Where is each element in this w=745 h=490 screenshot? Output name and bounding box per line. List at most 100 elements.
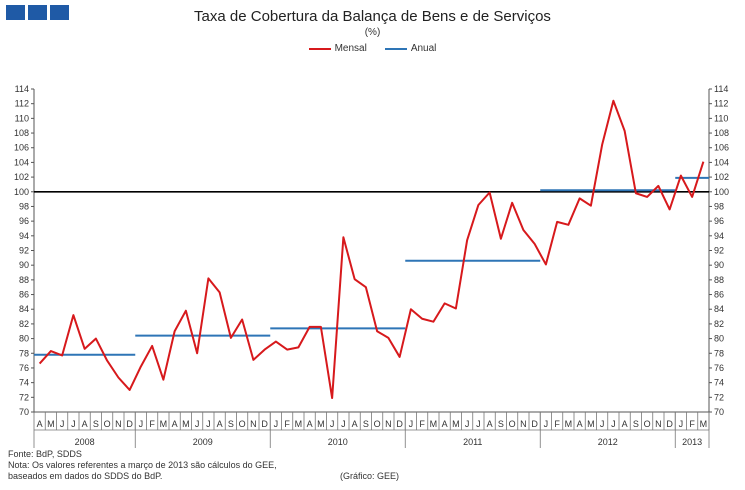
x-tick-label-month: O [509,419,516,429]
x-tick-label-month: O [104,419,111,429]
x-tick-label-month: S [228,419,234,429]
legend-swatch-anual [384,47,407,50]
x-tick-label-month: A [622,419,628,429]
y-tick-label-right: 102 [714,172,729,182]
x-tick-label-month: M [700,419,708,429]
logo-block [28,5,47,20]
y-tick-label-left: 84 [19,304,29,314]
x-tick-label-month: F [689,419,695,429]
x-tick-label-month: S [633,419,639,429]
x-tick-label-month: A [577,419,583,429]
y-tick-label-left: 82 [19,319,29,329]
y-tick-label-left: 96 [19,216,29,226]
x-tick-label-month: M [160,419,168,429]
x-tick-label-month: O [239,419,246,429]
x-tick-label-month: S [498,419,504,429]
x-tick-label-month: F [554,419,560,429]
legend-label-anual: Anual [410,43,437,54]
x-tick-label-month: J [544,419,549,429]
x-tick-label-month: N [385,419,392,429]
y-tick-label-right: 98 [714,201,724,211]
y-tick-label-right: 108 [714,128,729,138]
y-tick-label-left: 108 [14,128,29,138]
x-tick-label-month: A [442,419,448,429]
x-tick-label-month: J [71,419,76,429]
legend-item-anual: Anual [384,43,437,54]
x-tick-label-month: N [520,419,527,429]
y-tick-label-right: 72 [714,392,724,402]
legend-label-mensal: Mensal [334,43,367,54]
x-tick-label-month: A [37,419,43,429]
y-tick-label-left: 78 [19,348,29,358]
x-tick-label-month: A [217,419,223,429]
x-year-label: 2013 [682,437,702,447]
logo-block [50,5,69,20]
x-tick-label-month: O [644,419,651,429]
x-tick-label-month: J [341,419,346,429]
x-tick-label-month: N [655,419,662,429]
x-tick-label-month: M [430,419,438,429]
x-tick-label-month: M [587,419,595,429]
x-tick-label-month: A [172,419,178,429]
chart-subtitle: (%) [364,27,381,38]
y-tick-label-left: 74 [19,378,29,388]
y-tick-label-right: 80 [714,334,724,344]
x-tick-label-month: J [679,419,684,429]
y-tick-label-left: 92 [19,246,29,256]
y-tick-label-right: 90 [714,260,724,270]
y-tick-label-left: 76 [19,363,29,373]
y-tick-label-right: 74 [714,378,724,388]
y-tick-label-left: 98 [19,201,29,211]
x-tick-label-month: O [374,419,381,429]
x-tick-label-month: D [396,419,403,429]
x-tick-label-month: M [452,419,460,429]
y-tick-label-right: 92 [714,246,724,256]
x-tick-label-month: J [206,419,211,429]
x-tick-label-month: M [565,419,573,429]
y-tick-label-right: 86 [714,290,724,300]
y-tick-label-left: 88 [19,275,29,285]
x-tick-label-month: J [409,419,414,429]
source-note: Fonte: BdP, SDDS [8,449,82,459]
x-tick-label-month: A [82,419,88,429]
x-tick-label-month: D [261,419,268,429]
y-tick-label-left: 102 [14,172,29,182]
y-tick-label-left: 94 [19,231,29,241]
y-tick-label-left: 90 [19,260,29,270]
y-tick-label-right: 104 [714,157,729,167]
y-tick-label-right: 112 [714,99,728,109]
y-tick-label-right: 76 [714,363,724,373]
y-tick-label-right: 94 [714,231,724,241]
y-tick-label-right: 78 [714,348,724,358]
y-tick-label-left: 114 [15,84,29,94]
y-tick-label-right: 88 [714,275,724,285]
x-year-label: 2010 [328,437,348,447]
x-tick-label-month: D [531,419,538,429]
x-tick-label-month: M [47,419,55,429]
y-tick-label-left: 104 [14,157,29,167]
x-tick-label-month: J [274,419,279,429]
gee-logo [6,5,69,20]
y-tick-label-right: 96 [714,216,724,226]
chart-footer: Fonte: BdP, SDDS Nota: Os valores refere… [8,449,277,482]
y-tick-label-right: 82 [714,319,724,329]
x-tick-label-month: M [317,419,325,429]
y-tick-label-left: 80 [19,334,29,344]
y-tick-label-right: 110 [714,113,728,123]
x-year-label: 2011 [463,437,482,447]
x-tick-label-month: M [295,419,303,429]
x-tick-label-month: F [419,419,425,429]
x-tick-label-month: J [600,419,605,429]
y-tick-label-left: 100 [14,187,29,197]
logo-block [6,5,25,20]
chart-credit: (Gráfico: GEE) [340,471,400,481]
x-tick-label-month: F [149,419,155,429]
legend-swatch-mensal [308,47,331,50]
methodology-note: Nota: Os valores referentes a março de 2… [8,460,277,470]
x-tick-label-month: D [126,419,133,429]
y-tick-label-left: 72 [19,392,29,402]
chart-title: Taxa de Cobertura da Balança de Bens e d… [194,8,551,25]
methodology-note-continued: baseados em dados do SDDS do BdP. [8,471,163,481]
y-tick-label-right: 114 [714,84,728,94]
